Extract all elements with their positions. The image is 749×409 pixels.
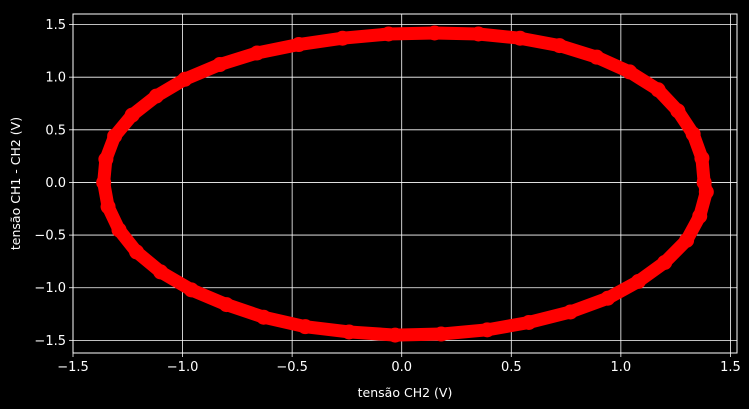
data-point (177, 71, 193, 87)
data-point (341, 324, 357, 340)
data-point (600, 290, 616, 306)
data-point (650, 82, 666, 98)
y-tick-label: −0.5 (34, 229, 66, 244)
data-point (291, 37, 307, 53)
x-tick-label: −1.5 (57, 360, 89, 375)
data-point (297, 319, 313, 335)
data-point (381, 26, 397, 42)
data-point (589, 49, 605, 65)
data-point (335, 30, 351, 46)
x-tick-label: −0.5 (276, 360, 308, 375)
data-point (562, 304, 578, 320)
data-point (670, 103, 686, 119)
data-point (98, 151, 114, 167)
x-tick-label: 1.5 (720, 360, 741, 375)
x-tick-label: −1.0 (167, 360, 199, 375)
y-axis: −1.5 −1.0 −0.5 0.0 0.5 1.0 1.5 (34, 18, 73, 349)
data-point (521, 314, 537, 330)
y-tick-label: 0.5 (45, 123, 66, 138)
data-point (100, 199, 116, 215)
data-point (479, 322, 495, 338)
data-point (694, 150, 710, 166)
data-point (512, 30, 528, 46)
data-point (427, 25, 443, 41)
x-tick-label: 0.0 (391, 360, 412, 375)
data-point (124, 107, 140, 123)
data-point (679, 232, 695, 248)
data-point (111, 222, 127, 238)
data-point (129, 244, 145, 260)
data-point (387, 327, 403, 343)
x-axis-label: tensão CH2 (V) (358, 385, 453, 400)
data-point (218, 297, 234, 313)
data-point (685, 126, 701, 142)
data-point (630, 273, 646, 289)
data-point (551, 38, 567, 54)
y-tick-label: 1.5 (45, 18, 66, 33)
x-tick-label: 1.0 (611, 360, 632, 375)
data-point (698, 184, 714, 200)
y-tick-label: −1.5 (34, 334, 66, 349)
data-point (148, 88, 164, 104)
data-point (657, 254, 673, 270)
data-point (249, 45, 265, 61)
data-point (183, 282, 199, 298)
data-point (470, 26, 486, 42)
data-point (96, 174, 112, 190)
x-axis: −1.5 −1.0 −0.5 0.0 0.5 1.0 1.5 (57, 353, 741, 375)
x-tick-label: 0.5 (501, 360, 522, 375)
y-tick-label: −1.0 (34, 281, 66, 296)
y-tick-label: 1.0 (45, 71, 66, 86)
data-point (107, 128, 123, 144)
data-point (212, 57, 228, 73)
data-point (622, 64, 638, 80)
data-series (96, 25, 714, 343)
data-point (153, 264, 169, 280)
plot-frame (72, 13, 738, 354)
data-point (433, 326, 449, 342)
data-point (256, 309, 272, 325)
y-axis-label: tensão CH1 - CH2 (V) (8, 117, 23, 250)
data-point (692, 208, 708, 224)
y-tick-label: 0.0 (45, 176, 66, 191)
